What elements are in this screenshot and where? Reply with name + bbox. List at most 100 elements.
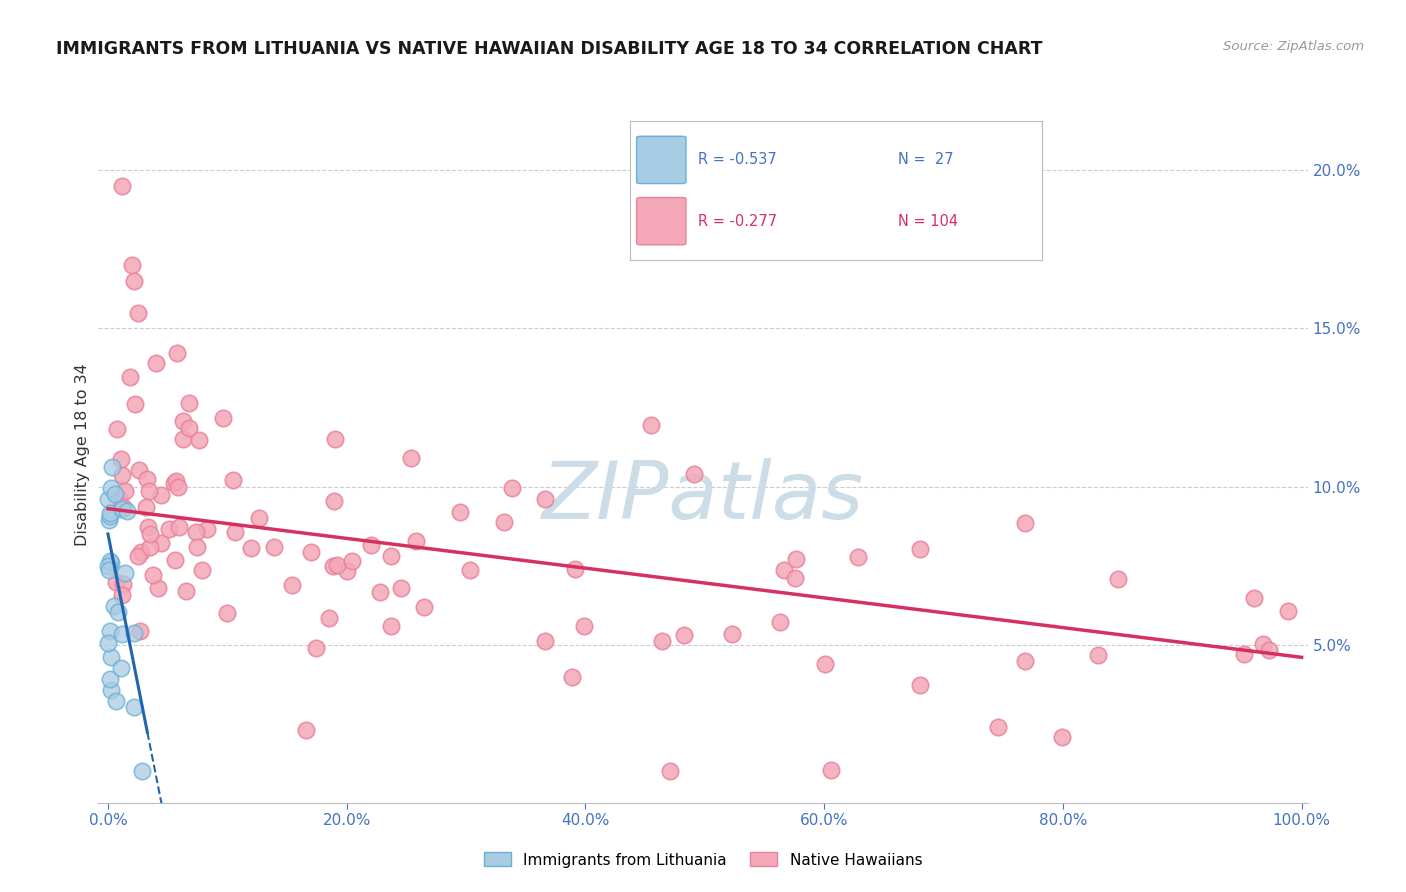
Point: [100, 507, 122, 521]
Point: [401, 450, 423, 465]
Point: [177, 421, 200, 435]
Point: [98, 624, 121, 639]
Point: [104, 486, 127, 500]
Point: [987, 720, 1010, 734]
Point: [908, 678, 931, 692]
Point: [142, 567, 165, 582]
Point: [135, 500, 157, 515]
Point: [305, 640, 328, 655]
Point: [98, 554, 121, 568]
Point: [651, 634, 673, 648]
Point: [494, 516, 516, 530]
Point: [910, 542, 932, 557]
Point: [122, 274, 145, 288]
Point: [224, 524, 246, 539]
Point: [574, 618, 596, 632]
Point: [783, 571, 806, 585]
Point: [105, 694, 128, 708]
Point: [1233, 647, 1256, 661]
Point: [100, 649, 122, 664]
Point: [107, 605, 129, 619]
Point: [136, 519, 159, 533]
Point: [138, 483, 160, 498]
Point: [184, 524, 207, 539]
Point: [1107, 573, 1129, 587]
Point: [103, 599, 125, 613]
Point: [110, 661, 132, 675]
Point: [1277, 604, 1299, 618]
Point: [124, 397, 146, 411]
Point: [108, 491, 131, 506]
Point: [820, 763, 842, 777]
Point: [97, 636, 120, 650]
Point: [166, 346, 188, 360]
Point: [104, 574, 127, 589]
Point: [172, 414, 194, 428]
Point: [247, 511, 270, 525]
Point: [295, 723, 318, 737]
Point: [97, 559, 120, 574]
Point: [97, 492, 120, 507]
Point: [533, 492, 555, 507]
Point: [1014, 654, 1036, 668]
Point: [146, 581, 169, 595]
Point: [323, 432, 346, 446]
Point: [172, 432, 194, 446]
Point: [131, 764, 153, 779]
Point: [176, 583, 198, 598]
Point: [191, 564, 214, 578]
Text: IMMIGRANTS FROM LITHUANIA VS NATIVE HAWAIIAN DISABILITY AGE 18 TO 34 CORRELATION: IMMIGRANTS FROM LITHUANIA VS NATIVE HAWA…: [56, 40, 1043, 58]
Text: ZIPatlas: ZIPatlas: [541, 458, 865, 536]
Point: [1243, 591, 1265, 606]
Point: [150, 488, 173, 502]
Point: [561, 670, 583, 684]
Point: [121, 258, 143, 272]
Point: [128, 463, 150, 477]
Point: [280, 578, 302, 592]
Point: [166, 480, 188, 494]
Point: [112, 500, 135, 515]
Point: [335, 564, 357, 578]
Point: [128, 624, 150, 638]
Point: [195, 522, 218, 536]
Point: [122, 699, 145, 714]
Point: [534, 633, 557, 648]
Point: [111, 179, 134, 194]
Point: [640, 417, 662, 432]
Point: [139, 526, 162, 541]
Point: [322, 493, 344, 508]
Point: [114, 566, 136, 580]
Legend: Immigrants from Lithuania, Native Hawaiians: Immigrants from Lithuania, Native Hawaii…: [477, 845, 929, 875]
Point: [111, 468, 134, 483]
Point: [127, 549, 149, 564]
Point: [98, 563, 121, 577]
Point: [340, 554, 363, 568]
Point: [114, 483, 136, 498]
Text: Source: ZipAtlas.com: Source: ZipAtlas.com: [1223, 40, 1364, 54]
Point: [360, 538, 382, 552]
Point: [118, 369, 141, 384]
Point: [405, 534, 427, 549]
Point: [145, 356, 167, 370]
Point: [318, 611, 340, 625]
Point: [211, 410, 233, 425]
Point: [785, 552, 807, 566]
Point: [460, 563, 482, 577]
Point: [1258, 642, 1281, 657]
Point: [157, 522, 180, 536]
Point: [177, 395, 200, 409]
Point: [110, 452, 132, 467]
Point: [136, 472, 159, 486]
Point: [139, 540, 162, 554]
Point: [111, 502, 134, 516]
Point: [449, 505, 471, 519]
Point: [380, 549, 402, 564]
Point: [848, 549, 870, 564]
Point: [111, 576, 134, 591]
Point: [721, 626, 744, 640]
Point: [368, 584, 391, 599]
Point: [380, 619, 402, 633]
Point: [149, 536, 172, 550]
Point: [97, 513, 120, 527]
Point: [163, 476, 186, 491]
